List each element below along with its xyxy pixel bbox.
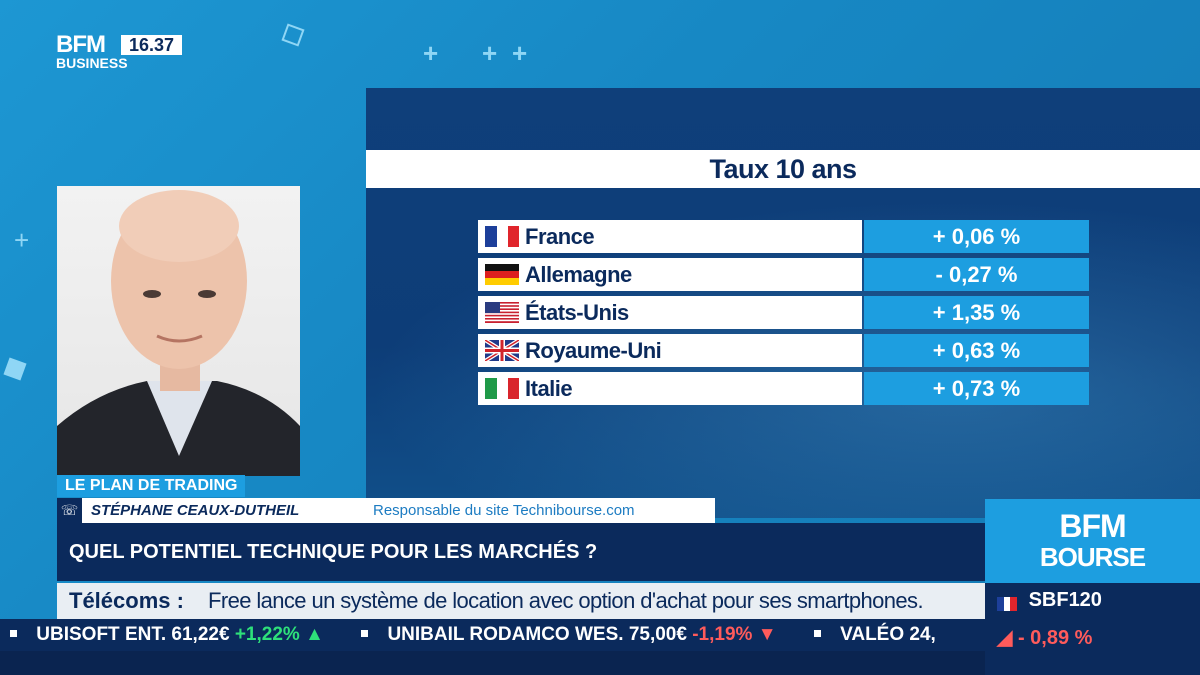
rate-row: États-Unis + 1,35 % — [478, 296, 1089, 329]
rate-row: Allemagne - 0,27 % — [478, 258, 1089, 291]
country-label: Royaume-Uni — [525, 338, 662, 363]
index-change: ◢ - 0,89 % — [997, 625, 1092, 650]
usa-flag-icon — [485, 302, 519, 323]
up-arrow-icon: ▲ — [305, 624, 324, 645]
headline-bar: QUEL POTENTIEL TECHNIQUE POUR LES MARCHÉ… — [57, 523, 985, 581]
rate-row: Italie + 0,73 % — [478, 372, 1089, 405]
rate-row: France + 0,06 % — [478, 220, 1089, 253]
show-name-tag: LE PLAN DE TRADING — [57, 475, 246, 497]
news-text: Free lance un système de location avec o… — [208, 588, 924, 613]
ticker-item: VALÉO 24, — [840, 619, 936, 651]
ticker-bullet-icon — [361, 629, 369, 637]
brand-line1: BFM — [1059, 508, 1126, 544]
country-cell: Italie — [478, 372, 862, 405]
ticker-price: 61,22€ — [171, 624, 230, 645]
rate-value: + 0,06 % — [864, 220, 1089, 253]
ticker-name: VALÉO — [840, 624, 905, 645]
news-bar: Télécoms : Free lance un système de loca… — [57, 583, 985, 619]
ticker-item: UBISOFT ENT. 61,22€ +1,22% ▲ — [36, 619, 324, 651]
logo-subtext: BUSINESS — [56, 55, 128, 71]
headline-text: QUEL POTENTIEL TECHNIQUE POUR LES MARCHÉ… — [69, 541, 598, 563]
ticker-bullet-icon — [813, 629, 821, 637]
bfm-business-logo: BFM BUSINESS — [56, 31, 128, 71]
rate-value: + 0,73 % — [864, 372, 1089, 405]
stock-ticker: UBISOFT ENT. 61,22€ +1,22% ▲ UNIBAIL ROD… — [0, 619, 985, 651]
sparkle-decoration: + — [14, 225, 30, 255]
italy-flag-icon — [485, 378, 519, 399]
ticker-name: UNIBAIL RODAMCO WES. — [387, 624, 624, 645]
country-cell: France — [478, 220, 862, 253]
down-arrow-icon: ◢ — [997, 627, 1013, 649]
guest-bar: ☏ STÉPHANE CEAUX-DUTHEIL Responsable du … — [57, 498, 715, 523]
down-arrow-icon: ▼ — [757, 624, 777, 645]
ticker-item: UNIBAIL RODAMCO WES. 75,00€ -1,19% ▼ — [387, 619, 776, 651]
country-label: Italie — [525, 376, 573, 401]
country-label: Allemagne — [525, 262, 632, 287]
country-label: États-Unis — [525, 300, 629, 325]
sparkle-decoration: + — [482, 38, 498, 68]
news-category: Télécoms : — [69, 588, 184, 613]
guest-photo — [57, 186, 300, 476]
france-flag-icon — [997, 594, 1017, 611]
ticker-price: 24, — [909, 624, 936, 645]
rate-row: Royaume-Uni + 0,63 % — [478, 334, 1089, 367]
index-change-value: - 0,89 % — [1017, 627, 1093, 649]
sparkle-decoration: + — [423, 38, 439, 68]
guest-name: STÉPHANE CEAUX-DUTHEIL — [91, 502, 300, 519]
clock: 16.37 — [121, 35, 183, 55]
sparkle-decoration: + — [512, 38, 528, 68]
ticker-change: +1,22% — [234, 624, 300, 645]
ticker-price: 75,00€ — [628, 624, 687, 645]
france-flag-icon — [485, 226, 519, 247]
germany-flag-icon — [485, 264, 519, 285]
rate-value: + 1,35 % — [864, 296, 1089, 329]
bfm-bourse-logo: BFM BOURSE — [985, 499, 1200, 583]
brand-line2: BOURSE — [1039, 542, 1146, 572]
country-cell: Royaume-Uni — [478, 334, 862, 367]
guest-role: Responsable du site Technibourse.com — [373, 502, 635, 519]
country-label: France — [525, 224, 595, 249]
ticker-change: -1,19% — [692, 624, 753, 645]
table-title: Taux 10 ans — [709, 154, 857, 184]
index-name-row: SBF120 — [997, 589, 1102, 612]
table-title-bar: Taux 10 ans — [366, 150, 1200, 188]
index-name: SBF120 — [1028, 589, 1102, 611]
uk-flag-icon — [485, 340, 519, 361]
rate-value: + 0,63 % — [864, 334, 1089, 367]
ticker-name: UBISOFT ENT. — [36, 624, 167, 645]
country-cell: Allemagne — [478, 258, 862, 291]
index-box: SBF120 ◢ - 0,89 % — [985, 583, 1200, 675]
ticker-bullet-icon — [10, 629, 17, 637]
rate-value: - 0,27 % — [864, 258, 1089, 291]
phone-icon: ☏ — [57, 498, 82, 523]
logo-text: BFM — [56, 31, 106, 58]
country-cell: États-Unis — [478, 296, 862, 329]
